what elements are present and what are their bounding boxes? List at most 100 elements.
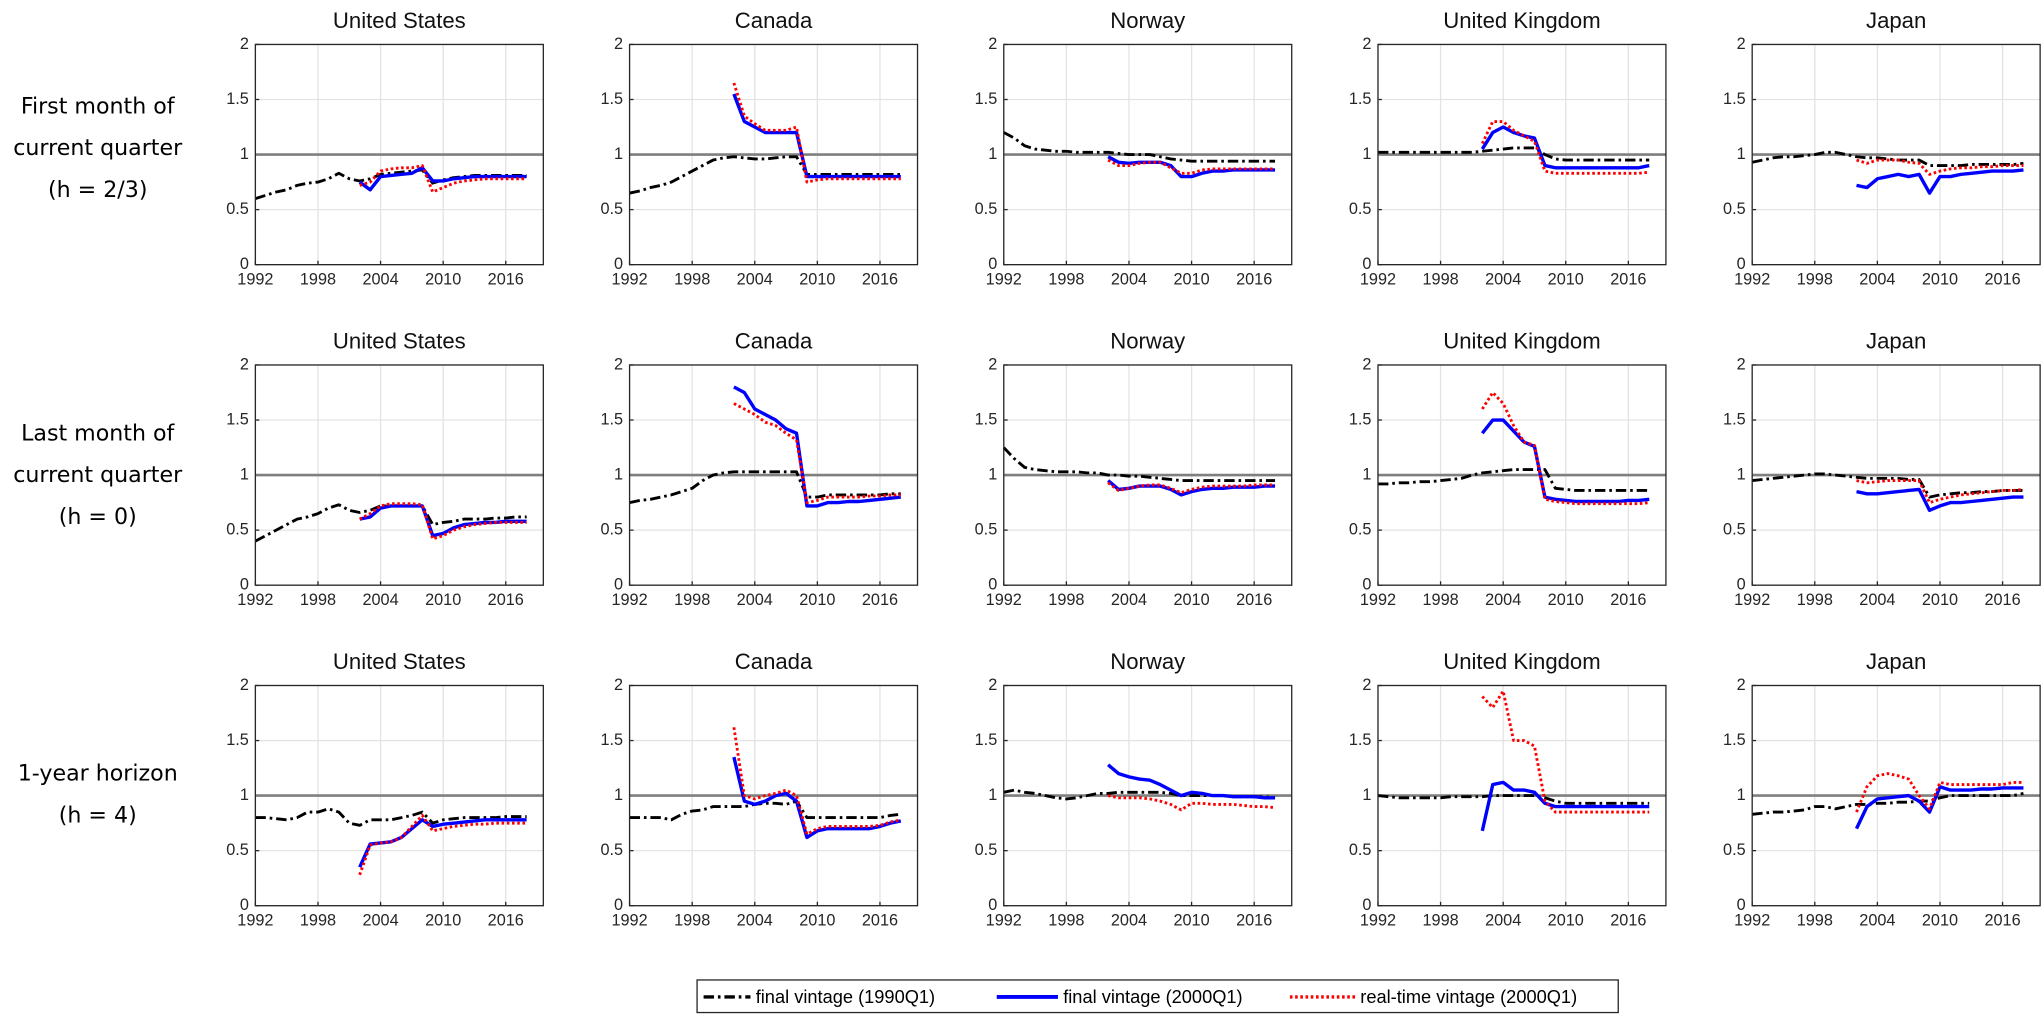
panel: United States 0 0.5 1 1.5 2 1992 1998 2004 2010 20… (226, 649, 544, 930)
panel-title: United States (333, 649, 466, 674)
axes-box (628, 43, 919, 266)
y-tick-label: 0 (614, 575, 623, 593)
series-line: real-time vintage (2000Q1) (733, 402, 901, 505)
x-tick-label: 1998 (674, 912, 710, 930)
x-tick-label: 1998 (674, 271, 710, 289)
x-tick-label: 1992 (986, 591, 1022, 609)
axes-box (1377, 684, 1667, 907)
panel-title: United Kingdom (1443, 649, 1600, 674)
y-tick-label: 1.5 (1349, 90, 1372, 108)
x-tick-label: 1998 (300, 591, 336, 609)
row-label: 1-year horizon (18, 761, 178, 787)
y-tick-label: 2 (240, 355, 249, 373)
x-tick-label: 2010 (1548, 912, 1584, 930)
series-line: final vintage (2000Q1) (1107, 763, 1276, 800)
x-tick-label: 2016 (1984, 912, 2020, 930)
x-tick-label: 2010 (1548, 591, 1584, 609)
panel-title: Japan (1866, 649, 1926, 674)
series-line: final vintage (2000Q1) (359, 504, 527, 538)
y-tick-label: 1 (988, 786, 997, 804)
y-tick-label: 0.5 (600, 841, 623, 859)
y-tick-label: 1 (614, 786, 623, 804)
y-tick-label: 1 (240, 786, 249, 804)
x-tick-label: 2004 (1859, 912, 1895, 930)
y-tick-label: 0.5 (226, 841, 249, 859)
y-tick-label: 1 (1737, 786, 1746, 804)
row-label: Last month of (21, 421, 175, 447)
x-tick-label: 2016 (862, 271, 898, 289)
x-tick-label: 1992 (611, 912, 647, 930)
y-tick-label: 2 (1737, 355, 1746, 373)
x-tick-label: 2004 (737, 912, 773, 930)
panel: United Kingdom 0 0.5 1 1.5 2 1992 1998 2004 2010 2… (1349, 649, 1667, 930)
y-tick-label: 1 (1362, 786, 1371, 804)
panel: Canada 0 0.5 1 1.5 2 1992 1998 2004 2010 2016 final… (600, 8, 919, 289)
series-line: final vintage (2000Q1) (1854, 785, 2024, 830)
panel: Canada 0 0.5 1 1.5 2 1992 1998 2004 2010 2016 final… (600, 649, 919, 930)
panel-title: Canada (735, 329, 813, 354)
x-tick-label: 2010 (1548, 271, 1584, 289)
axes-box (1003, 364, 1293, 586)
y-tick-label: 2 (240, 35, 249, 53)
series-line: final vintage (2000Q1) (732, 756, 902, 840)
series-line: final vintage (1990Q1) (254, 168, 527, 200)
y-tick-label: 1.5 (1723, 90, 1746, 108)
series-line: final vintage (1990Q1) (1377, 794, 1650, 805)
series-line: final vintage (1990Q1) (255, 807, 527, 827)
y-tick-label: 0.5 (1723, 520, 1746, 538)
x-tick-label: 2010 (425, 271, 461, 289)
x-tick-label: 2010 (799, 591, 835, 609)
panel: Norway 0 0.5 1 1.5 2 1992 1998 2004 2010 2016 final… (975, 649, 1293, 930)
x-tick-label: 2004 (1111, 271, 1147, 289)
y-tick-label: 1.5 (975, 410, 998, 428)
legend-box (696, 979, 1619, 1014)
y-tick-label: 1 (240, 465, 249, 483)
axes-box (1751, 364, 2041, 586)
series-line: final vintage (1990Q1) (629, 155, 901, 195)
y-tick-label: 0.5 (1723, 200, 1746, 218)
series-line: final vintage (2000Q1) (1480, 780, 1650, 832)
x-tick-label: 2016 (862, 591, 898, 609)
x-tick-label: 2010 (799, 912, 835, 930)
y-tick-label: 1.5 (600, 410, 623, 428)
panel: United Kingdom 0 0.5 1 1.5 2 1992 1998 2004 2010 2… (1349, 329, 1667, 609)
series-line: final vintage (1990Q1) (629, 470, 901, 505)
x-tick-label: 2016 (1236, 271, 1272, 289)
y-tick-label: 1 (614, 145, 623, 163)
row-label: (h = 0) (59, 504, 137, 530)
series-line: final vintage (1990Q1) (1752, 791, 2024, 816)
y-tick-label: 2 (988, 35, 997, 53)
legend-label: real-time vintage (2000Q1) (1360, 986, 1577, 1007)
panel-title: Norway (1110, 649, 1186, 674)
x-tick-label: 2004 (362, 912, 398, 930)
x-tick-label: 2016 (488, 271, 524, 289)
y-tick-label: 0 (1362, 255, 1371, 273)
y-tick-label: 0.5 (1349, 200, 1372, 218)
x-tick-label: 2010 (1922, 271, 1958, 289)
y-tick-label: 1.5 (975, 90, 998, 108)
x-tick-label: 2010 (1173, 271, 1209, 289)
panel: United Kingdom 0 0.5 1 1.5 2 1992 1998 2004 2010 2… (1349, 8, 1667, 289)
x-tick-label: 2010 (799, 271, 835, 289)
x-tick-label: 2010 (1173, 912, 1209, 930)
x-tick-label: 2010 (425, 591, 461, 609)
panel-title: United States (333, 329, 466, 354)
x-tick-label: 2016 (1610, 912, 1646, 930)
x-tick-label: 2004 (362, 591, 398, 609)
axes-box (1751, 43, 2041, 266)
y-tick-label: 0 (1737, 575, 1746, 593)
y-tick-label: 0 (1737, 255, 1746, 273)
x-tick-label: 1998 (1048, 912, 1084, 930)
x-tick-label: 1992 (611, 591, 647, 609)
panel-title: Norway (1110, 8, 1186, 33)
x-tick-label: 1998 (1797, 271, 1833, 289)
series-line: real-time vintage (2000Q1) (1856, 479, 2024, 505)
legend-label: final vintage (2000Q1) (1063, 986, 1242, 1007)
y-tick-label: 0.5 (226, 520, 249, 538)
panel: Japan 0 0.5 1 1.5 2 1992 1998 2004 2010 2016 final … (1723, 329, 2041, 609)
y-tick-label: 1 (1737, 145, 1746, 163)
x-tick-label: 1998 (1048, 591, 1084, 609)
x-tick-label: 2004 (737, 591, 773, 609)
panel-title: United Kingdom (1443, 8, 1600, 33)
x-tick-label: 2004 (1485, 912, 1521, 930)
